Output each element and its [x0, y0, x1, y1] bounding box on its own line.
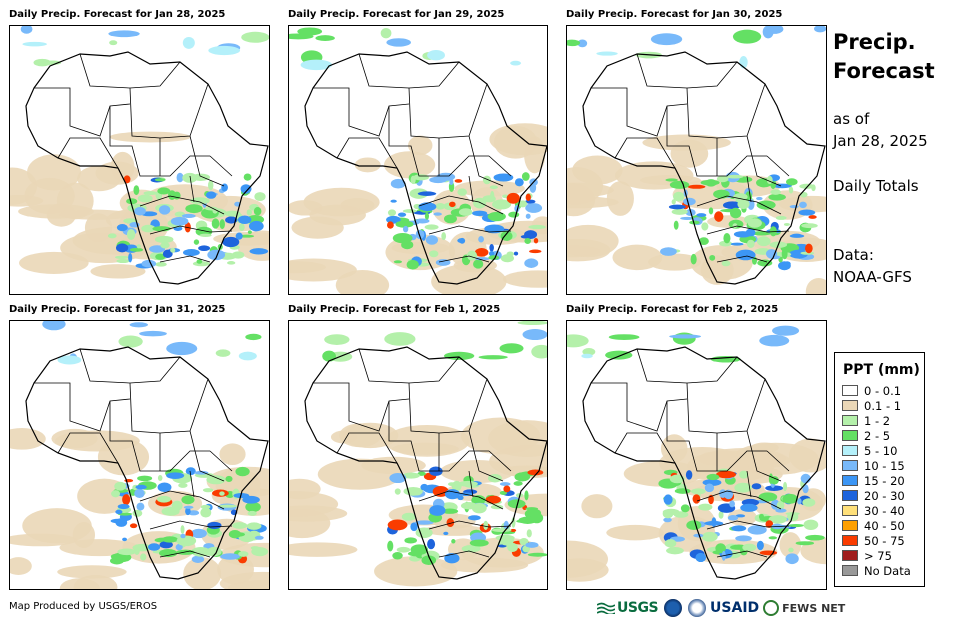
data-source: NOAA-GFS: [833, 268, 912, 286]
legend-label: 40 - 50: [864, 518, 905, 533]
panel-title: Daily Precip. Forecast for Jan 30, 2025: [566, 9, 783, 20]
precip-map: [9, 320, 270, 590]
precip-map-svg: [567, 26, 826, 294]
panel-title: Daily Precip. Forecast for Jan 31, 2025: [9, 304, 226, 315]
precip-map: [288, 25, 548, 295]
panel-title: Daily Precip. Forecast for Feb 2, 2025: [566, 304, 779, 315]
side-title: Precip. Forecast: [833, 28, 935, 86]
precip-map-svg: [289, 27, 547, 294]
legend-item: 2 - 5: [842, 428, 924, 443]
precip-map: [566, 320, 827, 590]
globe-icon: [763, 600, 780, 616]
side-title-line1: Precip.: [833, 30, 916, 54]
precip-map-svg: [289, 321, 547, 587]
legend-swatch: [842, 505, 858, 516]
precip-map-svg: [567, 325, 826, 582]
legend-item: 40 - 50: [842, 518, 924, 533]
legend-item: 0 - 0.1: [842, 383, 924, 398]
legend-item: 50 - 75: [842, 533, 924, 548]
side-title-line2: Forecast: [833, 59, 935, 83]
legend-swatch: [842, 445, 858, 456]
legend-label: 1 - 2: [864, 413, 891, 428]
legend-label: 20 - 30: [864, 488, 905, 503]
precip-map-svg: [10, 321, 269, 589]
legend-title: PPT (mm): [843, 362, 920, 378]
legend-label: 5 - 10: [864, 443, 898, 458]
data-source-label: Data: NOAA-GFS: [833, 244, 912, 288]
legend-item: 20 - 30: [842, 488, 924, 503]
legend-item: No Data: [842, 563, 924, 578]
legend-label: 10 - 15: [864, 458, 905, 473]
dos-seal-icon: [688, 599, 707, 617]
legend-swatch: [842, 400, 858, 411]
legend-item: 0.1 - 1: [842, 398, 924, 413]
legend-swatch: [842, 490, 858, 501]
precip-map: [9, 25, 270, 295]
panel-title: Daily Precip. Forecast for Jan 28, 2025: [9, 9, 226, 20]
data-line1: Data:: [833, 246, 874, 264]
legend-label: 2 - 5: [864, 428, 891, 443]
usaid-logo: USAID: [710, 600, 760, 616]
legend-swatch: [842, 385, 858, 396]
legend-swatch: [842, 550, 858, 561]
fews-net-logo: FEWS NET: [763, 600, 845, 616]
legend-label: No Data: [864, 563, 911, 578]
usgs-logo: USGS: [597, 600, 659, 616]
legend-label: > 75: [864, 548, 892, 563]
credit-text: Map Produced by USGS/EROS: [9, 601, 158, 612]
legend-label: 15 - 20: [864, 473, 905, 488]
legend-label: 0 - 0.1: [864, 383, 902, 398]
legend-swatch: [842, 565, 858, 576]
panel-title: Daily Precip. Forecast for Jan 29, 2025: [288, 9, 505, 20]
legend-item: 15 - 20: [842, 473, 924, 488]
precip-map: [288, 320, 548, 590]
daily-totals-label: Daily Totals: [833, 177, 919, 195]
as-of-line1: as of: [833, 110, 870, 128]
legend-swatch: [842, 475, 858, 486]
legend-swatch: [842, 430, 858, 441]
as-of-label: as of Jan 28, 2025: [833, 108, 928, 152]
precip-map: [566, 25, 827, 295]
legend-label: 50 - 75: [864, 533, 905, 548]
legend-item: 5 - 10: [842, 443, 924, 458]
as-of-date: Jan 28, 2025: [833, 132, 928, 150]
legend-label: 30 - 40: [864, 503, 905, 518]
legend-item: 1 - 2: [842, 413, 924, 428]
legend-label: 0.1 - 1: [864, 398, 902, 413]
legend-swatch: [842, 535, 858, 546]
legend-item: 30 - 40: [842, 503, 924, 518]
legend-swatch: [842, 415, 858, 426]
legend-item: 10 - 15: [842, 458, 924, 473]
precip-map-svg: [10, 26, 269, 285]
usgs-wave-icon: [597, 602, 615, 614]
legend-item: > 75: [842, 548, 924, 563]
logo-bar: USGS USAID FEWS NET: [597, 597, 845, 619]
panel-title: Daily Precip. Forecast for Feb 1, 2025: [288, 304, 501, 315]
legend-swatch: [842, 520, 858, 531]
noaa-seal-icon: [664, 599, 683, 617]
legend-swatch: [842, 460, 858, 471]
